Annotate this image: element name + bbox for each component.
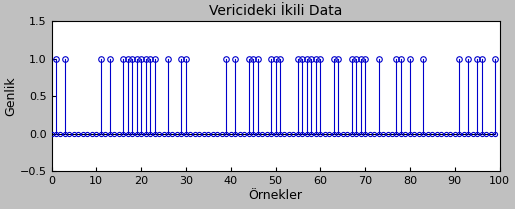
- Y-axis label: Genlik: Genlik: [4, 76, 17, 116]
- Title: Vericideki İkili Data: Vericideki İkili Data: [209, 4, 342, 18]
- X-axis label: Örnekler: Örnekler: [249, 189, 302, 202]
